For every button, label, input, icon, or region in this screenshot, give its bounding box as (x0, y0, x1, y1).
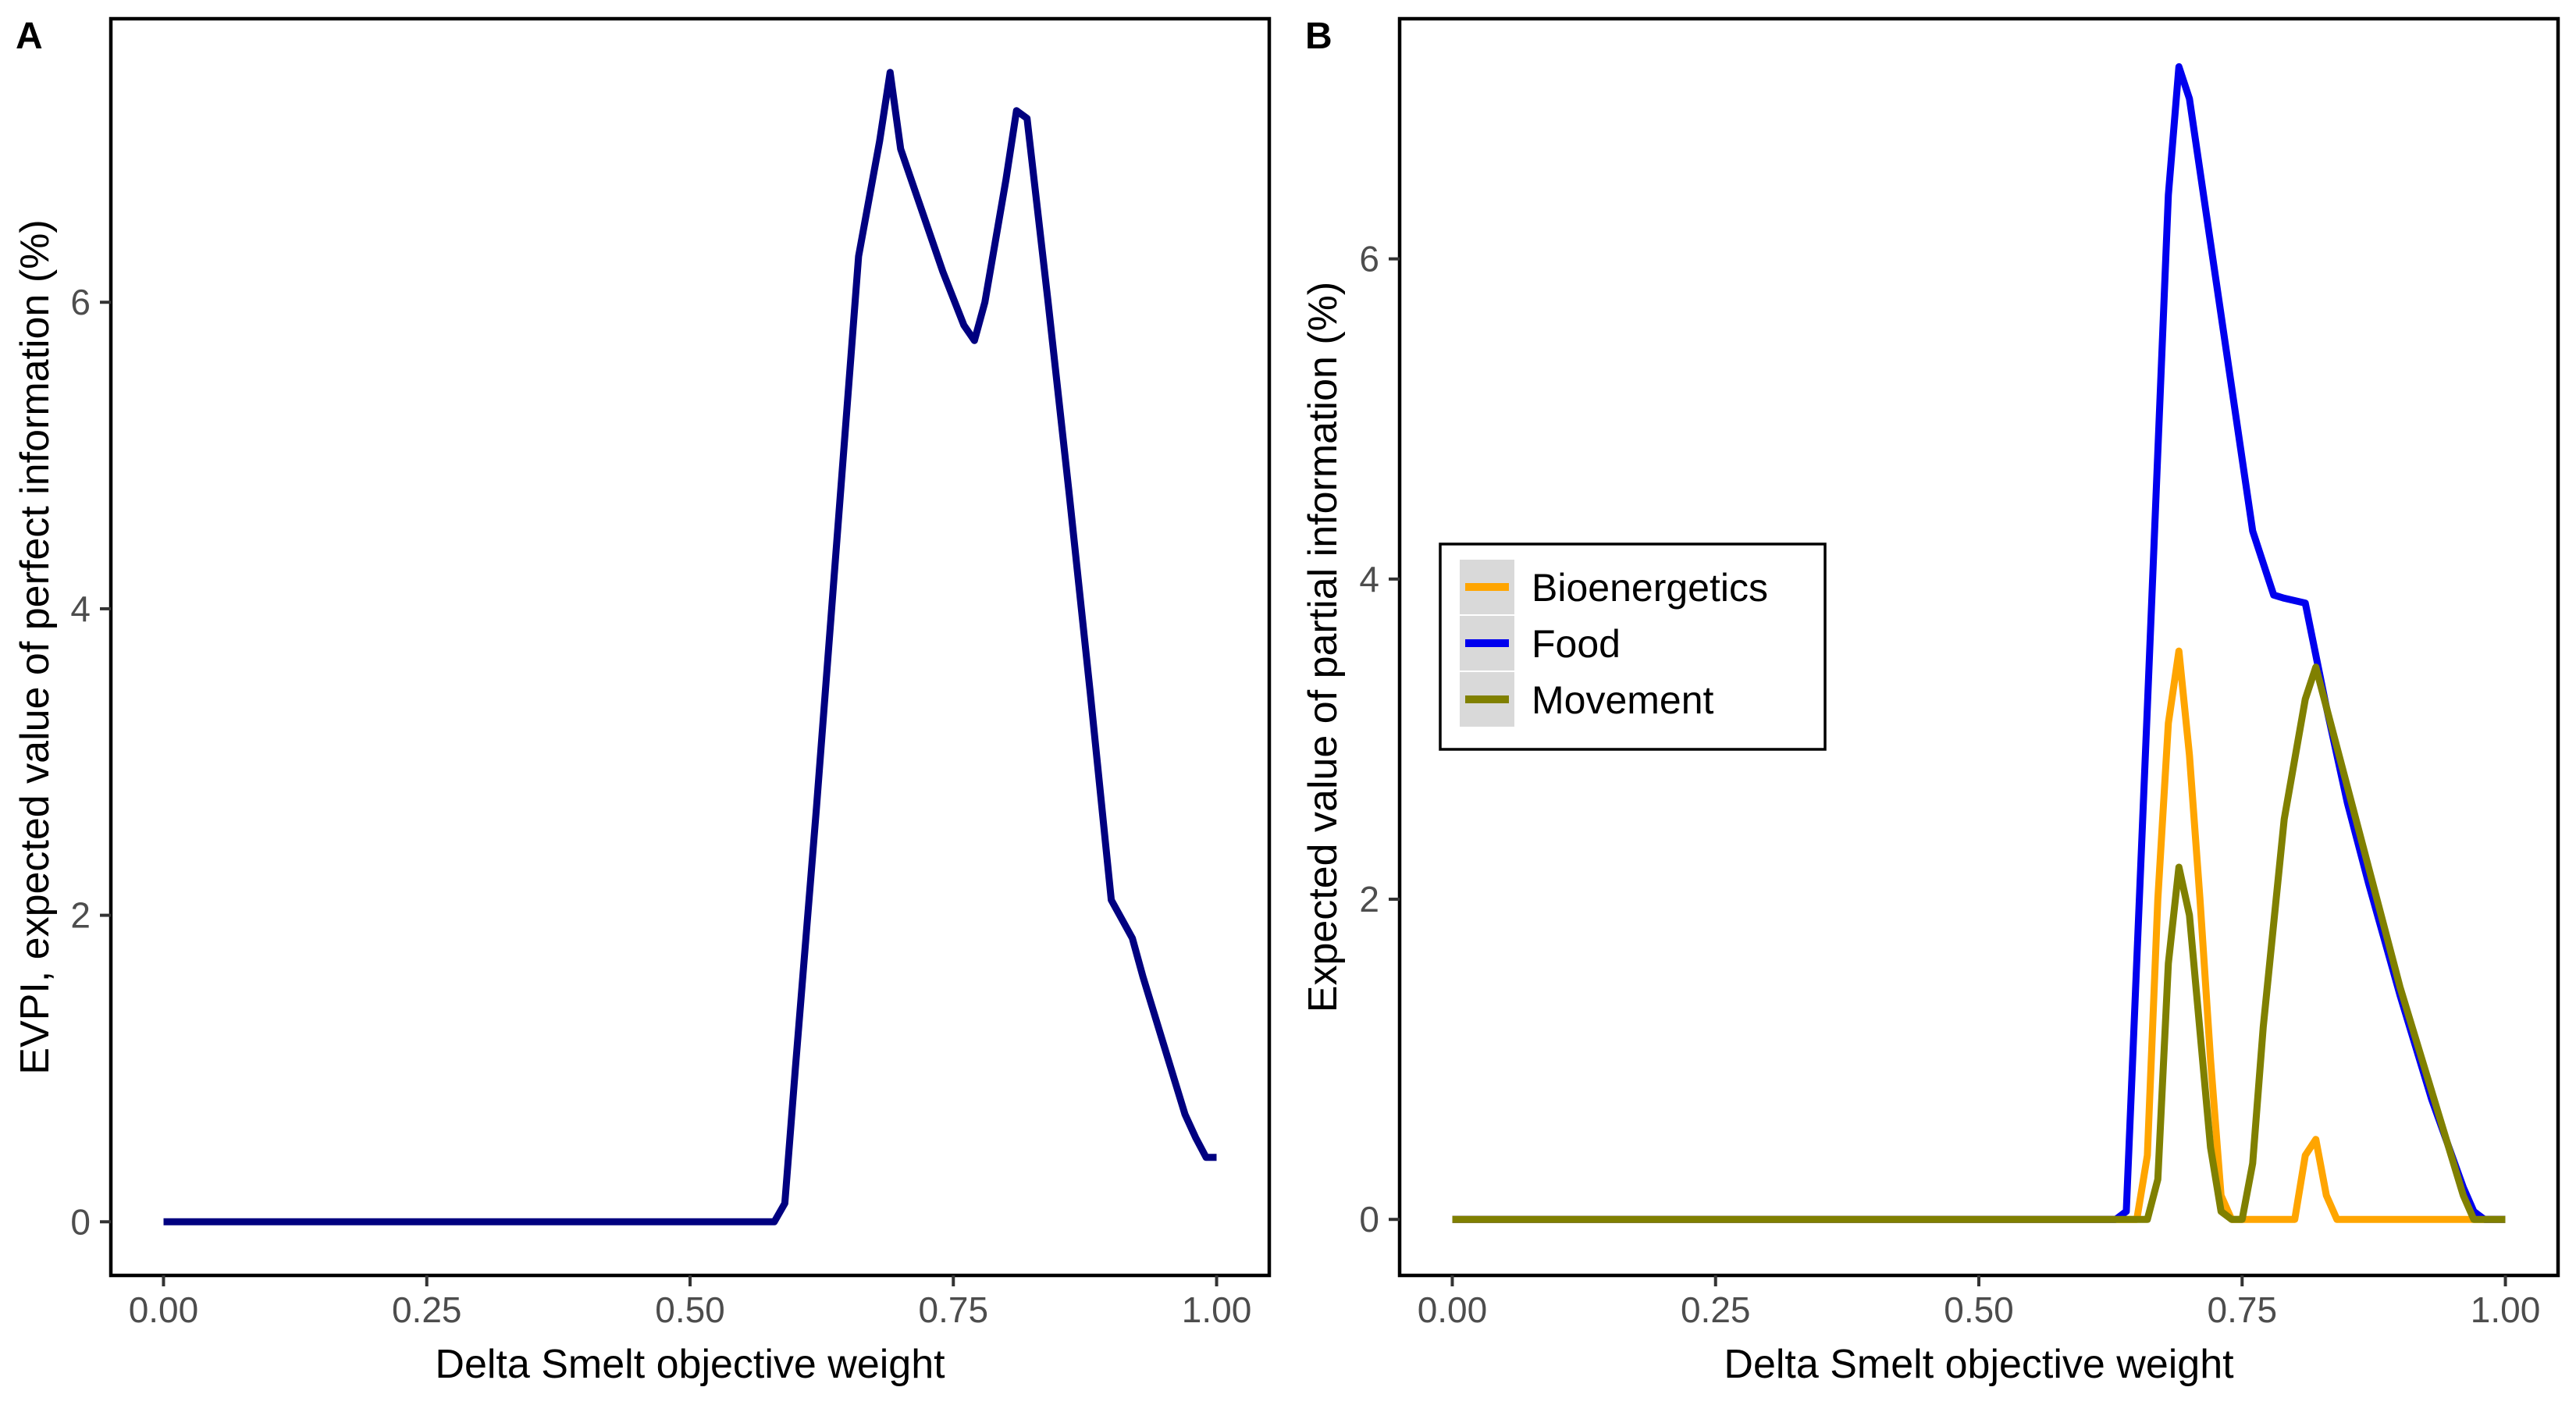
panel-b-y-tick-label: 6 (1359, 239, 1379, 279)
panel-a-x-tick-label: 0.50 (655, 1289, 725, 1330)
panel-a-y-tick-label: 6 (70, 282, 91, 322)
panel-a-y-tick-label: 0 (70, 1201, 91, 1242)
panel-a-x-tick-label: 0.00 (129, 1289, 199, 1330)
panel-a-y-tick-label: 2 (70, 895, 91, 936)
panel-a-y-tick-label: 4 (70, 589, 91, 629)
panel-a-x-axis-title: Delta Smelt objective weight (435, 1342, 945, 1387)
panel-b-y-tick-label: 0 (1359, 1199, 1379, 1240)
panel-b-y-tick-label: 2 (1359, 879, 1379, 919)
panel-b-series-movement (1452, 663, 2506, 1223)
panel-b-x-tick-label: 0.00 (1418, 1289, 1488, 1330)
legend-label-bioenergetics: Bioenergetics (1532, 566, 1768, 610)
panel-b-x-tick-label: 1.00 (2471, 1289, 2541, 1330)
panel-a-x-tick-label: 0.75 (919, 1289, 989, 1330)
panel-b-x-tick-label: 0.50 (1944, 1289, 2014, 1330)
panel-b-x-tick-label: 0.75 (2208, 1289, 2278, 1330)
panel-b: B 0.00 0.25 0.50 0.75 1.00 0 2 4 6 Delta Smelt o… (1300, 16, 2560, 1387)
panel-b-y-axis-title: Expected value of partial information (%… (1300, 282, 1346, 1012)
panel-a-series (163, 69, 1217, 1225)
panel-a-x-tick-label: 1.00 (1182, 1289, 1252, 1330)
legend: Bioenergetics Food Movement (1439, 542, 1827, 751)
panel-a-letter: A (16, 16, 43, 57)
panel-b-ticks: 0.00 0.25 0.50 0.75 1.00 0 2 4 6 (1359, 239, 2540, 1330)
panel-b-x-axis-title: Delta Smelt objective weight (1724, 1342, 2234, 1387)
panel-b-x-tick-label: 0.25 (1681, 1289, 1751, 1330)
panel-a-series-line (163, 69, 1217, 1225)
panel-a-y-axis-title: EVPI, expected value of perfect informat… (12, 219, 58, 1074)
panel-b-series (1452, 63, 2506, 1223)
panel-b-letter: B (1305, 16, 1332, 57)
panel-a-ticks: 0.00 0.25 0.50 0.75 1.00 0 2 4 6 (70, 282, 1251, 1330)
panel-a-x-tick-label: 0.25 (392, 1289, 462, 1330)
legend-label-food: Food (1532, 622, 1621, 666)
panel-b-y-tick-label: 4 (1359, 559, 1379, 599)
legend-label-movement: Movement (1532, 678, 1714, 722)
panel-a: A 0.00 0.25 0.50 0.75 1.00 0 2 4 6 Delta Smelt o… (12, 16, 1272, 1387)
panel-b-series-bioenergetics (1452, 647, 2506, 1223)
